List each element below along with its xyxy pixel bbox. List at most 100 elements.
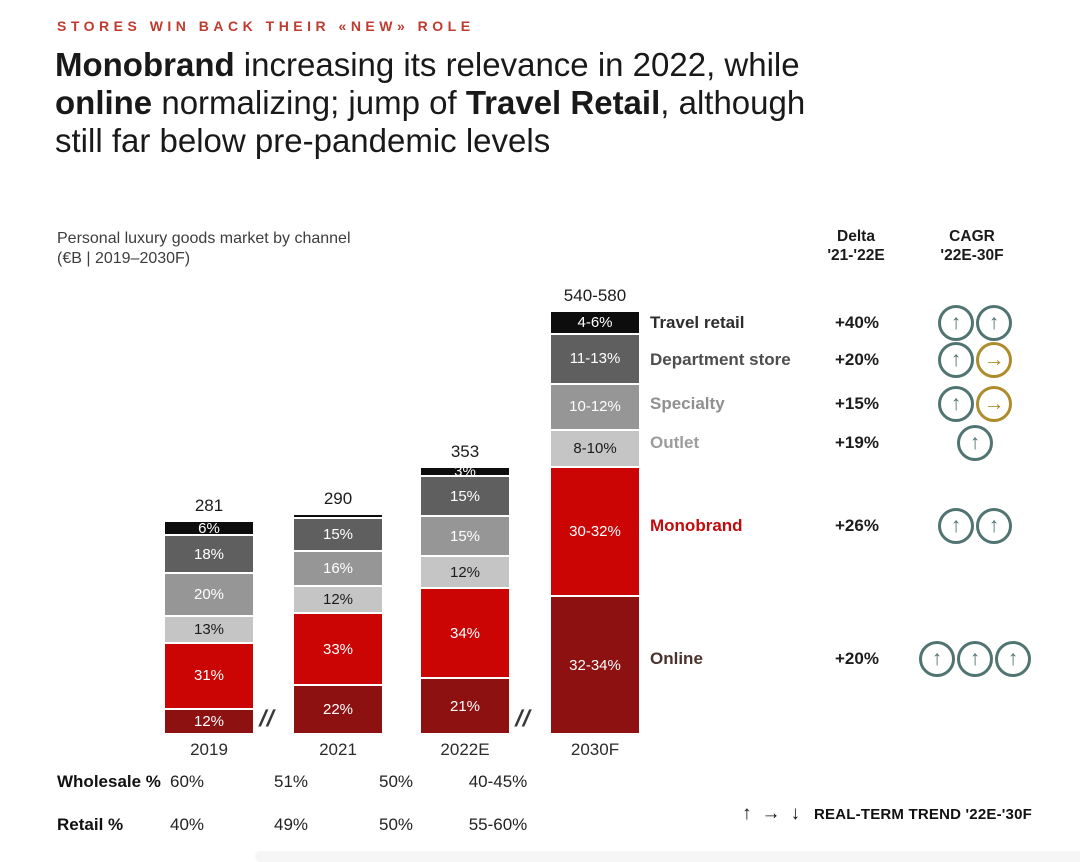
- cagr-up-arrow-icon: ↑: [976, 304, 1012, 341]
- bar-2021: 15% 16% 12% 33% 22%: [294, 514, 382, 733]
- segment-label: 3%: [454, 468, 476, 476]
- segment-label: 12%: [193, 712, 225, 730]
- delta-value-monobrand: +26%: [835, 516, 879, 535]
- cagr-arrows-outlet: ↑: [957, 424, 993, 461]
- segment-label: 33%: [322, 640, 354, 658]
- x-label-2030f: 2030F: [570, 740, 620, 759]
- cagr-up-arrow-icon: ↑: [976, 507, 1012, 544]
- segment-online-2021: 22%: [294, 684, 382, 733]
- segment-online-2022e: 21%: [421, 677, 509, 733]
- segment-travel-retail-2022e: 3%: [421, 467, 509, 476]
- headline-part: normalizing; jump of: [152, 84, 466, 121]
- headline-part: Monobrand: [55, 46, 235, 83]
- table-cell-wholesale--2021: 51%: [273, 772, 309, 791]
- delta-header-line2: '21-'22E: [827, 247, 885, 264]
- cagr-up-arrow-icon: ↑: [995, 640, 1031, 677]
- legend-label-travel-retail: Travel retail: [650, 313, 745, 332]
- segment-department-store-2022e: 15%: [421, 475, 509, 516]
- bar-2030f: 4-6% 11-13% 10-12% 8-10% 30-32% 32-34%: [551, 311, 639, 733]
- bar-total-2019: 281: [194, 495, 224, 515]
- segment-label: 12%: [322, 591, 354, 609]
- table-cell-retail--2022e: 50%: [378, 815, 414, 834]
- cagr-arrows-monobrand: ↑ ↑: [938, 507, 1012, 544]
- kicker: STORES WIN BACK THEIR «NEW» ROLE: [57, 18, 475, 34]
- segment-label: 34%: [449, 624, 481, 642]
- segment-outlet-2022e: 12%: [421, 555, 509, 587]
- cagr-up-arrow-icon: ↑: [957, 640, 993, 677]
- headline-part: , although: [660, 84, 806, 121]
- legend-label-specialty: Specialty: [650, 394, 725, 413]
- segment-label: 22%: [322, 701, 354, 719]
- delta-value-department-store: +20%: [835, 350, 879, 369]
- segment-label: 32-34%: [569, 656, 621, 674]
- segment-label: 11-13%: [569, 350, 621, 368]
- trend-legend-text: REAL-TERM TREND '22E-'30F: [814, 805, 1032, 823]
- legend-label-department-store: Department store: [650, 350, 791, 369]
- cagr-header-line1: CAGR: [949, 228, 995, 245]
- table-cell-retail--2030f: 55-60%: [468, 815, 528, 834]
- segment-label: 13%: [193, 620, 225, 638]
- segment-specialty-2022e: 15%: [421, 515, 509, 556]
- headline-part: increasing its relevance in 2022, while: [234, 46, 800, 83]
- segment-online-2019: 12%: [165, 707, 253, 733]
- segment-label: 6%: [198, 519, 220, 537]
- right-trend-arrow-icon: →: [761, 803, 781, 824]
- legend-row-travel-retail: Travel retail +40% ↑ ↑: [650, 304, 1080, 341]
- segment-specialty-2021: 16%: [294, 550, 382, 586]
- chart-title-line2: (€B | 2019–2030F): [57, 250, 191, 267]
- table-cell-wholesale--2022e: 50%: [378, 772, 414, 791]
- segment-travel-retail-2030f: 4-6%: [551, 311, 639, 333]
- segment-label: 21%: [449, 697, 481, 715]
- segment-label: 12%: [449, 563, 481, 581]
- headline-part: Travel Retail: [465, 84, 661, 121]
- table-row-label-wholesale-: Wholesale %: [57, 772, 161, 791]
- delta-header-line1: Delta: [837, 228, 875, 245]
- segment-label: 15%: [322, 526, 354, 544]
- segment-label: 8-10%: [573, 439, 617, 457]
- cagr-arrows-specialty: ↑ →: [938, 385, 1012, 422]
- axis-break-icon: //: [256, 705, 279, 731]
- cagr-arrows-travel-retail: ↑ ↑: [938, 304, 1012, 341]
- segment-label: 30-32%: [569, 523, 621, 541]
- segment-outlet-2021: 12%: [294, 585, 382, 612]
- headline-part: still far below pre-pandemic levels: [55, 122, 551, 159]
- segment-department-store-2019: 18%: [165, 534, 253, 573]
- segment-outlet-2030f: 8-10%: [551, 428, 639, 467]
- segment-outlet-2019: 13%: [165, 614, 253, 643]
- segment-online-2030f: 32-34%: [551, 595, 639, 733]
- segment-label: 20%: [193, 586, 225, 604]
- bar-total-2021: 290: [323, 488, 353, 508]
- x-label-2021: 2021: [319, 740, 357, 759]
- bar-total-2030f: 540-580: [563, 285, 627, 305]
- segment-monobrand-2022e: 34%: [421, 586, 509, 678]
- segment-label: 31%: [193, 667, 225, 685]
- x-label-2022e: 2022E: [440, 740, 490, 759]
- table-cell-retail--2019: 40%: [169, 815, 205, 834]
- segment-label: 15%: [449, 527, 481, 545]
- legend-row-online: Online +20% ↑ ↑ ↑: [650, 640, 1080, 677]
- cagr-up-arrow-icon: ↑: [938, 341, 974, 378]
- bar-2022e: 3% 15% 15% 12% 34% 21%: [421, 467, 509, 733]
- segment-label: 16%: [322, 560, 354, 578]
- x-label-2019: 2019: [190, 740, 228, 759]
- axis-break-icon: //: [512, 705, 535, 731]
- cagr-up-arrow-icon: ↑: [938, 304, 974, 341]
- cagr-header-line2: '22E-30F: [940, 247, 1004, 264]
- legend-row-monobrand: Monobrand +26% ↑ ↑: [650, 507, 1080, 544]
- segment-department-store-2030f: 11-13%: [551, 332, 639, 383]
- segment-specialty-2030f: 10-12%: [551, 382, 639, 429]
- table-row-label-retail-: Retail %: [57, 815, 124, 834]
- legend-row-outlet: Outlet +19% ↑: [650, 424, 1080, 461]
- cagr-arrows-online: ↑ ↑ ↑: [919, 640, 1031, 677]
- segment-label: 4-6%: [577, 313, 613, 331]
- legend-label-online: Online: [650, 649, 703, 668]
- segment-label: 10-12%: [569, 398, 621, 416]
- segment-monobrand-2019: 31%: [165, 642, 253, 708]
- segment-label: 15%: [449, 487, 481, 505]
- cagr-right-arrow-icon: →: [976, 341, 1012, 378]
- segment-monobrand-2030f: 30-32%: [551, 466, 639, 596]
- trend-legend: ↑ → ↓ REAL-TERM TREND '22E-'30F: [742, 803, 1032, 825]
- headline-part: online: [55, 84, 153, 121]
